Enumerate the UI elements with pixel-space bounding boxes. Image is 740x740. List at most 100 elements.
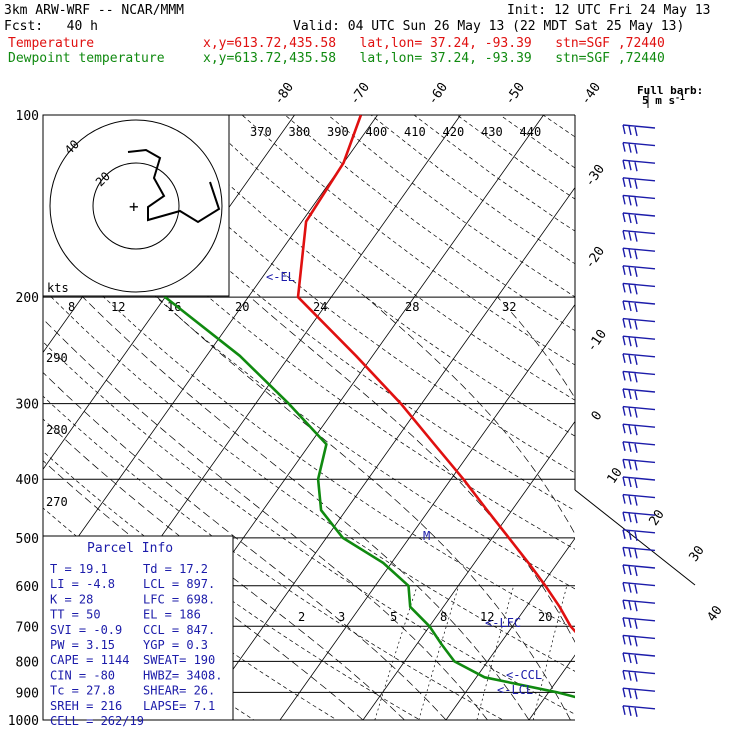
pressure-tick-label: 500	[16, 532, 39, 547]
dry-adiabat	[499, 115, 575, 169]
moist-adiabat	[43, 318, 488, 720]
dry-adiabat	[715, 115, 740, 733]
dewpoint-profile	[127, 115, 575, 699]
wind-barb	[622, 652, 656, 665]
parcel-info-right: EL = 186	[143, 608, 201, 622]
wind-barb	[622, 124, 656, 137]
theta-label: 400	[366, 125, 388, 139]
hodograph-trace	[127, 148, 221, 224]
pressure-tick-label: 900	[16, 686, 39, 701]
dry-adiabat	[413, 115, 575, 232]
mixing-ratio-label: 32	[502, 300, 516, 314]
temperature-legend: Temperature	[8, 36, 95, 51]
hodograph-units: kts	[47, 281, 69, 295]
mixing-ratio-label: 8	[440, 610, 447, 624]
wind-barb	[622, 194, 656, 207]
mixing-ratio-label: 28	[405, 300, 419, 314]
parcel-info-right: SWEAT= 190	[143, 653, 215, 667]
parcel-info-left: T = 19.1	[50, 562, 108, 576]
valid-time: Valid: 04 UTC Sun 26 May 13 (22 MDT Sat …	[293, 19, 685, 34]
el-marker: <-EL	[266, 270, 295, 284]
wind-barb	[622, 247, 656, 260]
isotherm-label: -30	[582, 162, 608, 190]
moist-adiabat	[249, 296, 575, 643]
wind-barbs	[622, 124, 656, 717]
wind-barb	[622, 282, 656, 295]
pressure-tick-label: 300	[16, 398, 39, 413]
wind-key-value: 5 m s-1	[642, 93, 685, 107]
wind-barb	[622, 581, 656, 594]
isotherm-label: -50	[502, 80, 528, 108]
mixing-ratio-label: 3	[338, 610, 345, 624]
mixing-ratio-line	[418, 585, 460, 720]
dry-adiabat	[43, 395, 504, 720]
mixing-ratio-label: 16	[167, 300, 181, 314]
moist-adiabat	[497, 296, 575, 399]
parcel-info-right: HWBZ= 3408.	[143, 668, 222, 682]
mixing-ratio-line	[584, 586, 615, 720]
mixing-ratio-label: 5	[390, 610, 397, 624]
dry-adiabat	[198, 115, 575, 401]
dry-adiabat	[155, 115, 575, 437]
isotherm	[43, 115, 378, 587]
parcel-info-left: CELL = 262/19	[50, 714, 144, 728]
dewpoint-location: x,y=613.72,435.58 lat,lon= 37.24, -93.39…	[203, 51, 665, 66]
wind-barb	[622, 423, 656, 436]
dry-adiabat	[43, 341, 575, 715]
parcel-info-left: CAPE = 1144	[50, 653, 129, 667]
wind-barb	[622, 634, 656, 647]
dry-adiabat	[241, 115, 575, 366]
wind-barb	[622, 546, 656, 559]
isotherm-label: -10	[584, 327, 610, 355]
parcel-info-left: Tc = 27.8	[50, 684, 115, 698]
forecast-hour: Fcst: 40 h	[4, 19, 98, 34]
theta-label: 380	[289, 125, 311, 139]
parcel-info-left: CIN = -80	[50, 668, 115, 682]
mixing-ratio-line	[532, 585, 568, 720]
isotherm	[695, 115, 740, 720]
wind-barb	[622, 212, 656, 225]
isotherm-label: -70	[347, 80, 373, 108]
isotherm	[612, 115, 740, 720]
dry-adiabat	[586, 115, 740, 733]
temperature-location: x,y=613.72,435.58 lat,lon= 37.24, -93.39…	[203, 36, 665, 51]
parcel-info-left: PW = 3.15	[50, 638, 115, 652]
wind-barb	[622, 669, 656, 682]
ccl-marker: <-CCL	[506, 668, 542, 682]
parcel-info-right: LCL = 897.	[143, 577, 215, 591]
dry-adiabat	[69, 115, 575, 512]
dry-adiabat	[284, 115, 575, 332]
parcel-info-left: SVI = -0.9	[50, 623, 122, 637]
hodograph: + 20 40 kts	[42, 114, 230, 297]
parcel-info-title: Parcel Info	[87, 541, 173, 556]
dry-adiabat	[43, 235, 575, 630]
isotherm-label: -60	[425, 80, 451, 108]
lcl-marker: <-LCL	[497, 683, 533, 697]
hodograph-center-mark: +	[129, 197, 139, 216]
parcel-info-right: CCL = 847.	[143, 623, 215, 637]
dewpoint-legend: Dewpoint temperature	[8, 51, 165, 66]
pressure-tick-label: 200	[16, 291, 39, 306]
pressure-tick-label: 800	[16, 655, 39, 670]
isotherm-label: -20	[582, 244, 608, 272]
isotherm-label: 40	[704, 603, 725, 624]
dry-adiabat	[43, 450, 421, 720]
wind-barb	[622, 370, 656, 383]
mixing-ratio-label: 8	[68, 300, 75, 314]
wind-barb	[622, 493, 656, 506]
wind-barb	[622, 177, 656, 189]
isotherm-label: 10	[604, 465, 625, 486]
isotherm	[528, 654, 575, 720]
theta-label: 430	[481, 125, 503, 139]
parcel-info-panel: Parcel Info T = 19.1 Td = 17.2 LI = -4.8 LC…	[42, 535, 234, 728]
dry-adiabat	[327, 115, 575, 298]
parcel-info-right: LAPSE= 7.1	[143, 699, 215, 713]
pressure-tick-label: 600	[16, 580, 39, 595]
model-name: 3km ARW-WRF -- NCAR/MMM	[4, 3, 185, 18]
wind-barb	[622, 705, 656, 717]
mixing-ratio-label: 20	[538, 610, 552, 624]
wind-barb	[622, 617, 656, 629]
wind-barb	[622, 388, 656, 401]
isotherm	[362, 420, 575, 720]
